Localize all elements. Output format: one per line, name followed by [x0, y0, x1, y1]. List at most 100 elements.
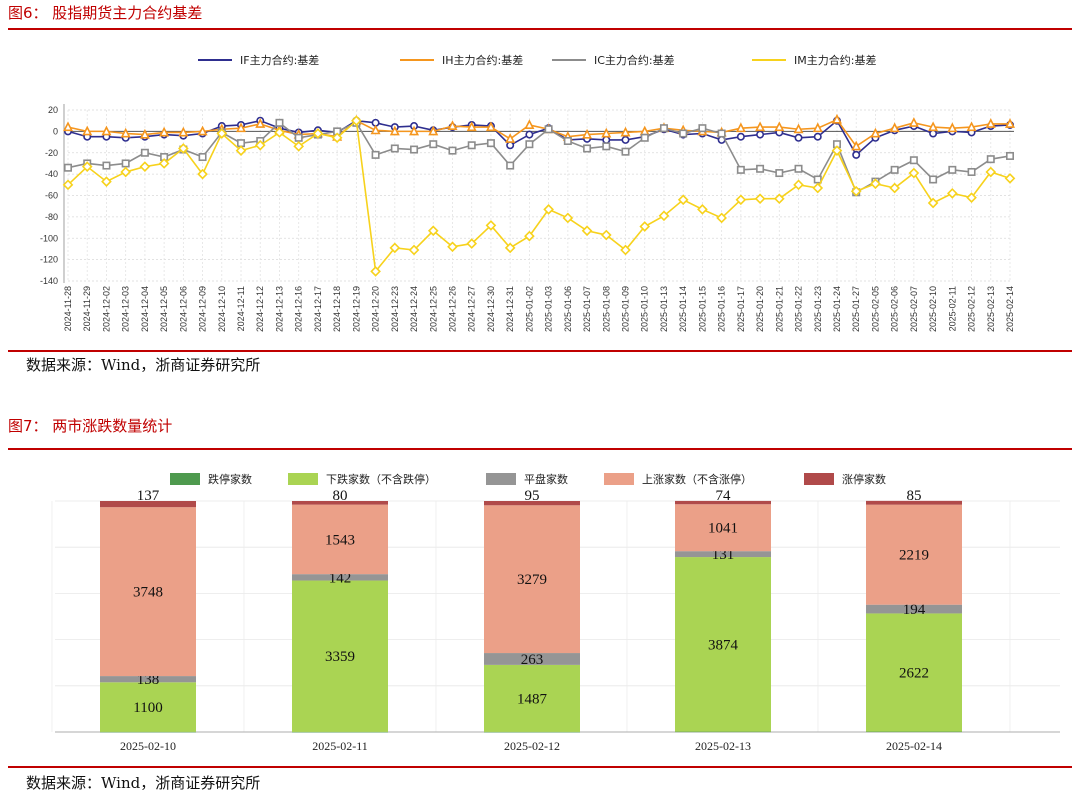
data-point — [563, 136, 572, 145]
data-point — [620, 244, 631, 256]
data-point — [524, 119, 535, 129]
data-point — [197, 168, 208, 180]
data-point — [870, 178, 881, 190]
data-point — [140, 148, 149, 157]
data-point — [793, 179, 804, 191]
bar-segment — [866, 604, 962, 614]
data-label: 137 — [137, 488, 160, 504]
data-point — [581, 225, 593, 237]
x-tick-label: 2025-02-11 — [947, 286, 957, 331]
data-point — [409, 125, 420, 136]
x-tick-label: 2024-12-30 — [486, 286, 496, 332]
legend-label: 下跌家数（不含跌停） — [326, 472, 436, 486]
x-tick-label: 2025-01-08 — [601, 286, 611, 332]
data-label: 138 — [137, 672, 160, 688]
data-point — [601, 127, 612, 138]
data-point — [216, 128, 228, 139]
data-point — [928, 121, 939, 132]
data-label: 1041 — [708, 521, 738, 537]
data-point — [966, 121, 977, 132]
data-point — [929, 129, 938, 138]
data-point — [929, 175, 938, 184]
data-point — [505, 133, 516, 143]
x-tick-label: 2025-01-10 — [640, 286, 650, 332]
data-point — [504, 242, 516, 254]
data-point — [466, 121, 477, 132]
data-point — [679, 129, 688, 138]
data-point — [756, 164, 765, 173]
x-tick-label: 2025-01-16 — [717, 286, 727, 332]
data-point — [486, 139, 495, 148]
data-point — [756, 130, 765, 139]
legend-label: IF主力合约:基差 — [240, 53, 319, 67]
data-point — [525, 140, 534, 149]
x-tick-label: 2025-01-13 — [659, 286, 669, 332]
data-point — [429, 140, 438, 149]
data-point — [852, 150, 861, 159]
data-point — [254, 139, 266, 151]
x-tick-label: 2025-02-10 — [120, 739, 176, 753]
data-point — [1004, 118, 1016, 128]
data-point — [1005, 151, 1014, 160]
bar-stack-2025-02-14: 92622194221985 — [866, 488, 962, 733]
data-point — [908, 167, 920, 179]
bar-stack-2025-02-10: 311001383748137 — [100, 488, 196, 733]
data-point — [698, 124, 707, 133]
x-tick-label: 2025-01-20 — [755, 286, 765, 332]
basis-line-chart: 20 0 -20 -40 -60 -80 -100 -120 -140 2024-11-28 202… — [40, 53, 1016, 332]
data-point — [831, 113, 842, 124]
data-point — [64, 163, 73, 172]
x-tick-label: 2024-12-06 — [178, 286, 188, 332]
x-tick-label: 2025-01-27 — [851, 286, 861, 332]
data-point — [640, 133, 649, 142]
legend-label: IC主力合约:基差 — [594, 53, 675, 67]
data-label: 1543 — [325, 532, 355, 548]
x-tick-label: 2024-12-09 — [198, 286, 208, 332]
y-tick-label: -140 — [40, 276, 58, 286]
data-point — [562, 212, 574, 224]
data-point — [985, 166, 997, 178]
bar-stack-2025-02-13: 83874131104174 — [675, 488, 771, 733]
data-point — [794, 164, 803, 173]
series-line — [67, 121, 1011, 194]
data-point — [736, 165, 745, 174]
x-tick-label: 2024-12-13 — [274, 286, 284, 332]
bar-segment — [292, 501, 388, 505]
bar-segment — [484, 731, 580, 733]
data-point — [159, 126, 170, 137]
data-point — [197, 125, 208, 136]
data-point — [410, 145, 419, 154]
data-label: 3359 — [325, 649, 355, 665]
advance-decline-bar-chart: 跌停家数下跌家数（不含跌停）平盘家数上涨家数（不含涨停）涨停家数31100138… — [51, 472, 1060, 753]
data-point — [102, 161, 111, 170]
data-point — [312, 128, 324, 139]
data-point — [870, 127, 881, 138]
legend-label: 平盘家数 — [524, 472, 568, 486]
x-tick-label: 2025-01-06 — [563, 286, 573, 332]
data-point — [831, 145, 843, 156]
data-label: 3874 — [708, 637, 739, 653]
data-point — [236, 122, 247, 133]
x-tick-label: 2025-02-14 — [1005, 286, 1015, 332]
bar-segment — [484, 653, 580, 665]
data-point — [351, 115, 362, 127]
x-tick-label: 2024-12-12 — [255, 286, 265, 332]
y-tick-label: -120 — [40, 255, 58, 265]
data-label: 3748 — [133, 585, 163, 601]
x-tick-label: 2025-02-13 — [695, 739, 751, 753]
data-label: 2622 — [899, 666, 929, 682]
data-point — [775, 169, 784, 178]
data-point — [985, 118, 996, 128]
data-point — [370, 266, 381, 277]
legend-swatch — [170, 473, 200, 485]
data-point — [121, 159, 130, 168]
data-point — [427, 225, 439, 237]
data-point — [331, 132, 343, 144]
data-point — [62, 121, 74, 132]
y-tick-label: 0 — [53, 126, 58, 136]
legend-label: 上涨家数（不含涨停） — [642, 472, 752, 486]
data-point — [621, 135, 630, 144]
bar-segment — [866, 613, 962, 732]
x-tick-label: 2025-01-03 — [544, 286, 554, 332]
bar-segment — [100, 731, 196, 733]
